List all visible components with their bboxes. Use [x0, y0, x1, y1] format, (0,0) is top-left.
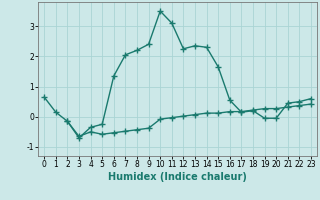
X-axis label: Humidex (Indice chaleur): Humidex (Indice chaleur): [108, 172, 247, 182]
